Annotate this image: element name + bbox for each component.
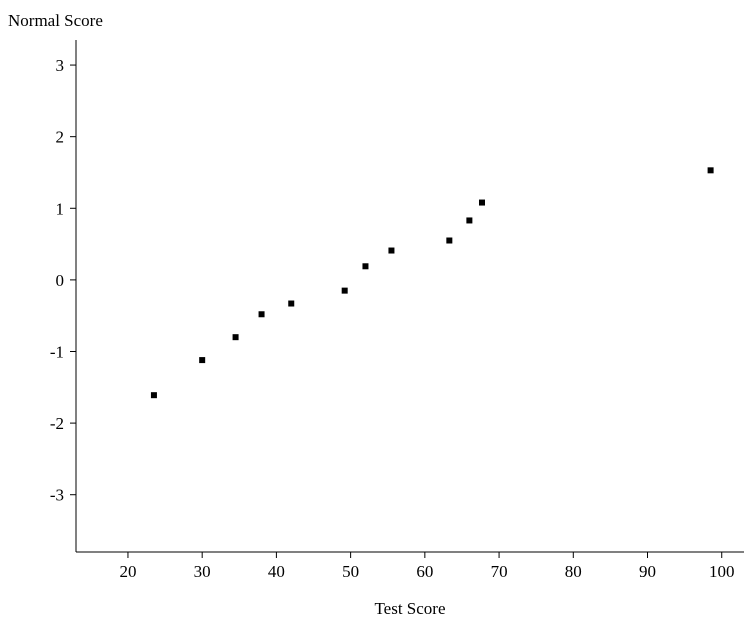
y-tick-label: 3 xyxy=(56,56,65,75)
data-point xyxy=(288,300,295,307)
data-point xyxy=(232,334,239,341)
y-tick-label: 0 xyxy=(56,271,65,290)
data-point xyxy=(478,199,485,206)
axes: 3 2 1 0 -1 -2 -3 20 30 40 50 60 70 80 90 100 xyxy=(50,40,744,581)
y-tick-label: 1 xyxy=(56,199,65,218)
x-tick-label: 40 xyxy=(268,562,285,581)
data-point xyxy=(258,311,265,318)
data-point xyxy=(388,247,395,254)
x-tick-label: 100 xyxy=(709,562,735,581)
data-points xyxy=(150,167,714,399)
x-axis-title: Test Score xyxy=(374,599,445,618)
x-tick-label: 20 xyxy=(119,562,136,581)
data-point xyxy=(362,263,369,270)
data-point xyxy=(446,237,453,244)
data-point xyxy=(707,167,714,174)
y-tick-label: -1 xyxy=(50,342,64,361)
x-tick-label: 30 xyxy=(194,562,211,581)
x-tick-label: 70 xyxy=(491,562,508,581)
data-point xyxy=(466,217,473,224)
x-tick-label: 80 xyxy=(565,562,582,581)
x-tick-label: 60 xyxy=(416,562,433,581)
y-tick-label: 2 xyxy=(56,128,65,147)
x-tick-label: 90 xyxy=(639,562,656,581)
y-axis-title: Normal Score xyxy=(8,11,103,30)
x-tick-label: 50 xyxy=(342,562,359,581)
data-point xyxy=(150,392,157,399)
y-tick-label: -2 xyxy=(50,414,64,433)
y-tick-label: -3 xyxy=(50,486,64,505)
data-point xyxy=(199,357,206,364)
data-point xyxy=(341,287,348,294)
